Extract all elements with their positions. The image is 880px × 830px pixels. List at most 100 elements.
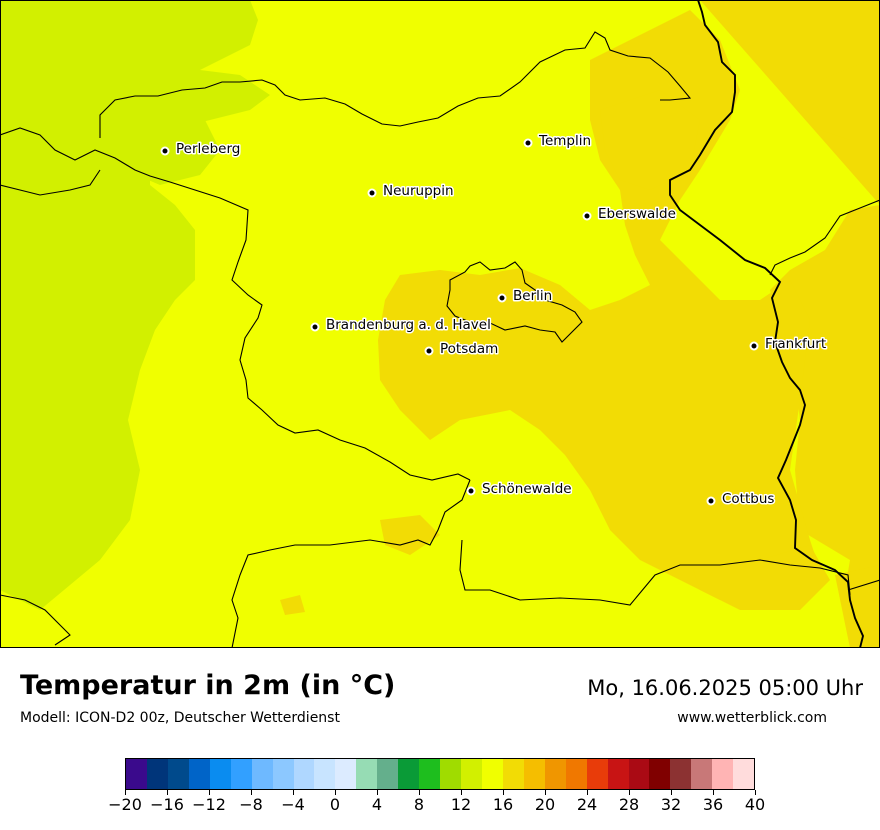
legend-tick-mark bbox=[460, 790, 462, 795]
legend-tick-label: 16 bbox=[492, 795, 514, 814]
legend-swatch bbox=[607, 759, 629, 789]
region-16-20 bbox=[280, 0, 880, 648]
legend-swatch bbox=[565, 759, 587, 789]
city-markers: Perleberg Templin Neuruppin Eberswalde B… bbox=[160, 132, 828, 509]
legend-tick-label: 28 bbox=[618, 795, 640, 814]
model-source: Modell: ICON-D2 00z, Deutscher Wetterdie… bbox=[20, 710, 340, 726]
city-label: Berlin bbox=[513, 288, 552, 304]
legend-swatch bbox=[440, 759, 461, 789]
city-label: Cottbus bbox=[722, 491, 774, 507]
page-title: Temperatur in 2m (in °C) bbox=[20, 670, 396, 701]
legend-swatch bbox=[209, 759, 231, 789]
city-templin[interactable]: Templin bbox=[523, 132, 593, 151]
legend-swatch bbox=[356, 759, 378, 789]
legend-swatch bbox=[251, 759, 273, 789]
national-border bbox=[669, 0, 865, 648]
city-dot bbox=[706, 496, 716, 506]
legend-tick-mark bbox=[208, 790, 210, 795]
city-label: Eberswalde bbox=[598, 206, 676, 222]
city-dot bbox=[582, 211, 592, 221]
legend-tick-label: 0 bbox=[329, 795, 341, 814]
legend-swatch bbox=[167, 759, 189, 789]
legend-tick-mark bbox=[712, 790, 714, 795]
legend-swatch bbox=[230, 759, 252, 789]
border-lines bbox=[0, 31, 880, 648]
city-label: Templin bbox=[538, 133, 591, 149]
legend-tick-label: 40 bbox=[744, 795, 766, 814]
city-brandenburg[interactable]: Brandenburg a. d. Havel bbox=[310, 316, 492, 335]
city-dot bbox=[310, 322, 320, 332]
city-perleberg[interactable]: Perleberg bbox=[160, 140, 242, 159]
legend-tick-mark bbox=[250, 790, 252, 795]
color-legend bbox=[125, 758, 755, 790]
legend-swatch bbox=[628, 759, 650, 789]
legend-tick-label: 8 bbox=[413, 795, 425, 814]
city-label: Brandenburg a. d. Havel bbox=[326, 317, 491, 333]
legend-tick-mark bbox=[334, 790, 336, 795]
legend-tick-mark bbox=[628, 790, 630, 795]
legend-tick-mark bbox=[166, 790, 168, 795]
legend-swatch bbox=[188, 759, 210, 789]
city-neuruppin[interactable]: Neuruppin bbox=[367, 182, 455, 201]
city-label: Perleberg bbox=[176, 141, 240, 157]
legend-tick-label: −8 bbox=[239, 795, 263, 814]
legend-tick-mark bbox=[124, 790, 126, 795]
legend-tick-mark bbox=[292, 790, 294, 795]
city-schoenewalde[interactable]: Schönewalde bbox=[466, 480, 573, 499]
legend-tick-label: −12 bbox=[192, 795, 226, 814]
city-eberswalde[interactable]: Eberswalde bbox=[582, 205, 677, 224]
city-dot bbox=[497, 293, 507, 303]
legend-tick-label: 24 bbox=[576, 795, 598, 814]
legend-swatch bbox=[314, 759, 336, 789]
legend-tick-mark bbox=[544, 790, 546, 795]
legend-swatch bbox=[377, 759, 399, 789]
map: Perleberg Templin Neuruppin Eberswalde B… bbox=[0, 0, 880, 648]
legend-swatch bbox=[481, 759, 503, 789]
legend-swatch bbox=[126, 759, 147, 789]
legend-tick-mark bbox=[754, 790, 756, 795]
legend-swatch bbox=[335, 759, 357, 789]
legend-tick-label: −4 bbox=[281, 795, 305, 814]
city-dot bbox=[466, 486, 476, 496]
region-12-16 bbox=[0, 0, 270, 610]
legend-swatch bbox=[461, 759, 482, 789]
legend-tick-mark bbox=[502, 790, 504, 795]
legend-tick-label: 36 bbox=[702, 795, 724, 814]
city-cottbus[interactable]: Cottbus bbox=[706, 490, 776, 509]
legend-ticks: −20 −16 −12 −8 −4 0 4 8 12 16 20 24 28 32 36 40 bbox=[0, 790, 880, 830]
legend-swatch bbox=[272, 759, 294, 789]
website-link[interactable]: www.wetterblick.com bbox=[677, 710, 827, 726]
legend-tick-label: 32 bbox=[660, 795, 682, 814]
forecast-datetime: Mo, 16.06.2025 05:00 Uhr bbox=[587, 676, 863, 700]
legend-swatch bbox=[670, 759, 692, 789]
city-dot bbox=[424, 346, 434, 356]
city-potsdam[interactable]: Potsdam bbox=[424, 340, 500, 359]
city-dot bbox=[749, 341, 759, 351]
legend-swatch bbox=[146, 759, 168, 789]
footer: Temperatur in 2m (in °C) Modell: ICON-D2… bbox=[0, 648, 880, 830]
legend-tick-mark bbox=[586, 790, 588, 795]
legend-swatch bbox=[502, 759, 524, 789]
legend-swatch bbox=[691, 759, 713, 789]
legend-tick-label: −16 bbox=[150, 795, 184, 814]
legend-tick-mark bbox=[418, 790, 420, 795]
legend-swatch bbox=[398, 759, 420, 789]
legend-swatch bbox=[649, 759, 671, 789]
legend-tick-mark bbox=[376, 790, 378, 795]
city-dot bbox=[160, 146, 170, 156]
city-dot bbox=[367, 188, 377, 198]
legend-tick-label: 4 bbox=[371, 795, 383, 814]
city-dot bbox=[523, 138, 533, 148]
legend-swatch bbox=[523, 759, 545, 789]
legend-swatch bbox=[293, 759, 315, 789]
legend-tick-label: −20 bbox=[108, 795, 142, 814]
legend-tick-mark bbox=[670, 790, 672, 795]
city-label: Potsdam bbox=[440, 341, 498, 357]
city-frankfurt[interactable]: Frankfurt bbox=[749, 335, 828, 354]
city-label: Frankfurt bbox=[765, 336, 826, 352]
city-label: Schönewalde bbox=[482, 481, 572, 497]
city-label: Neuruppin bbox=[383, 183, 454, 199]
city-berlin[interactable]: Berlin bbox=[497, 287, 554, 306]
legend-swatch bbox=[712, 759, 734, 789]
legend-tick-label: 12 bbox=[450, 795, 472, 814]
